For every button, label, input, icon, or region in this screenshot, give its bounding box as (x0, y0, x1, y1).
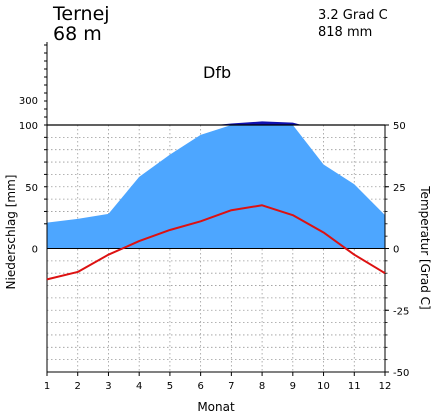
x-tick-label: 1 (44, 381, 50, 392)
left-tick-label: 0 (32, 245, 38, 256)
left-tick-label: 50 (25, 183, 38, 194)
annual-precipitation: 818 mm (318, 25, 372, 40)
right-tick-label: 50 (393, 121, 406, 132)
x-tick-label: 7 (228, 381, 234, 392)
temperature-layer (46, 204, 386, 281)
x-tick-label: 12 (379, 381, 392, 392)
left-tick-label: 100 (19, 121, 38, 132)
x-tick-label: 5 (167, 381, 173, 392)
right-tick-label: -25 (393, 306, 409, 317)
station-name: Ternej (52, 3, 110, 25)
x-tick-label: 8 (259, 381, 265, 392)
station-elevation: 68 m (53, 23, 102, 45)
right-tick-label: 0 (393, 245, 399, 256)
left-axis-label: Niederschlag [mm] (4, 175, 18, 290)
precipitation-area (47, 125, 385, 249)
x-tick-label: 11 (348, 381, 361, 392)
right-tick-label: 25 (393, 183, 406, 194)
mean-temperature: 3.2 Grad C (318, 8, 388, 23)
x-tick-label: 6 (197, 381, 203, 392)
temperature-line (46, 204, 386, 281)
precipitation-area-humid (216, 121, 302, 125)
x-axis-label: Monat (197, 400, 235, 414)
climate-classification: Dfb (203, 63, 231, 82)
left-tick-label: 300 (19, 96, 38, 107)
right-tick-label: -50 (393, 368, 409, 379)
precipitation-layer (47, 121, 385, 249)
x-tick-label: 4 (136, 381, 142, 392)
x-tick-label: 9 (290, 381, 296, 392)
x-tick-label: 3 (105, 381, 111, 392)
right-axis-label: Temperatur [Grad C] (418, 185, 432, 309)
x-tick-label: 2 (75, 381, 81, 392)
x-tick-label: 10 (317, 381, 330, 392)
